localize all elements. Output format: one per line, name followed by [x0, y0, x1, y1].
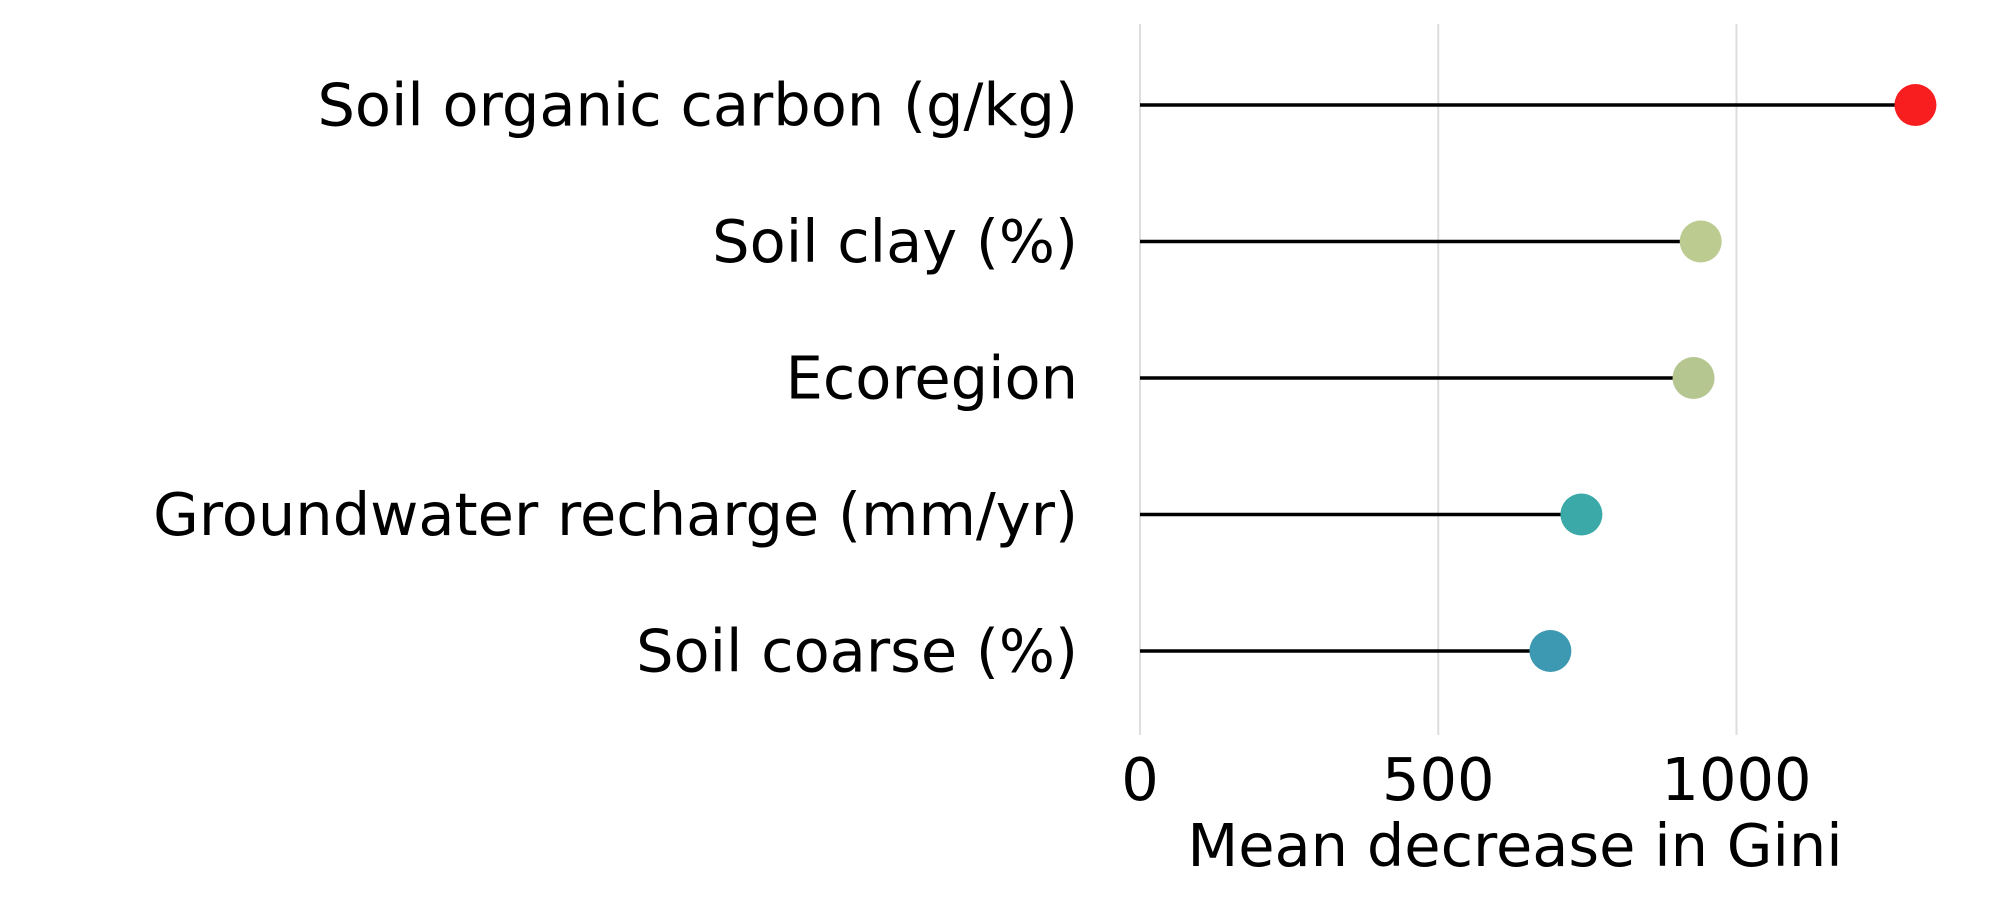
category-label: Soil organic carbon (g/kg) [317, 71, 1078, 140]
category-labels: Soil organic carbon (g/kg) Soil clay (%) E… [153, 71, 1078, 686]
stems [1140, 103, 1916, 653]
category-label: Groundwater recharge (mm/yr) [153, 480, 1078, 549]
category-label: Soil clay (%) [712, 207, 1078, 276]
x-axis-title: Mean decrease in Gini [1187, 811, 1842, 880]
x-tick-label: 1000 [1661, 745, 1811, 814]
data-point [1672, 357, 1715, 399]
category-label: Soil coarse (%) [636, 617, 1078, 686]
x-tick-label: 0 [1121, 745, 1159, 814]
data-point [1894, 84, 1937, 126]
data-point [1679, 220, 1722, 263]
data-points [1529, 84, 1937, 672]
x-tick-label: 500 [1382, 745, 1495, 814]
data-point [1529, 630, 1572, 672]
x-tick-labels: 0 500 1000 [1121, 745, 1811, 814]
data-point [1560, 493, 1603, 536]
category-label: Ecoregion [786, 344, 1078, 413]
